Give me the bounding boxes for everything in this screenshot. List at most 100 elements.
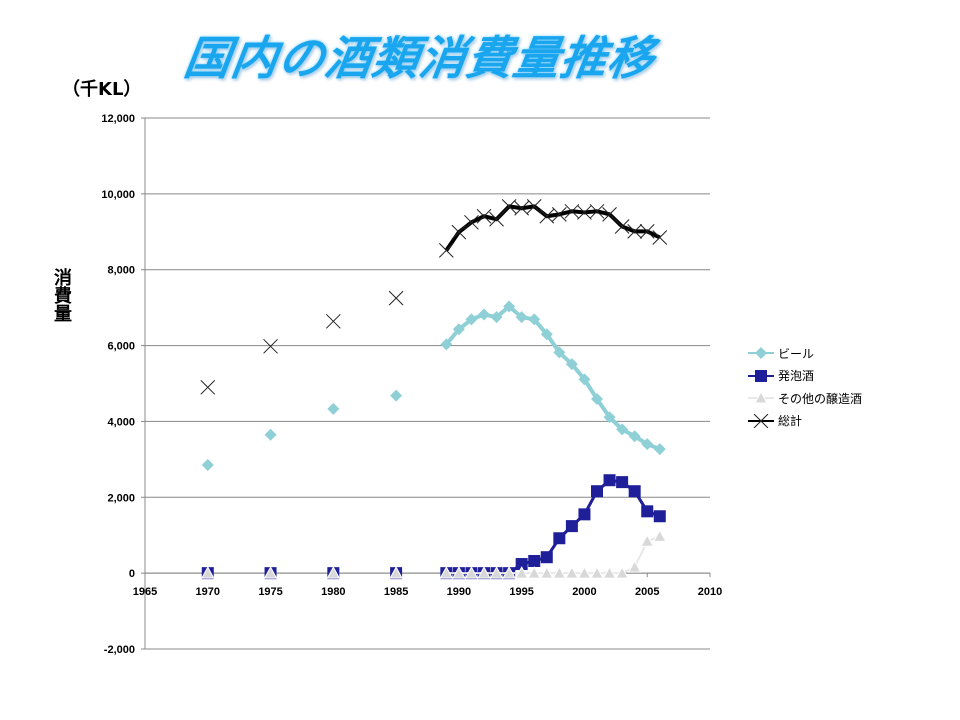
square-marker — [553, 532, 566, 545]
triangle-marker — [502, 566, 516, 579]
legend-label: 発泡酒 — [778, 369, 815, 384]
triangle-marker — [565, 566, 579, 579]
diamond-marker — [540, 328, 553, 341]
square-marker — [653, 510, 666, 523]
series-line — [444, 204, 661, 252]
triangle-marker — [627, 560, 642, 573]
triangle-marker — [389, 566, 403, 579]
diamond-marker — [490, 311, 503, 324]
triangle-marker — [602, 566, 617, 579]
diamond-marker — [264, 428, 277, 441]
diamond-marker — [515, 311, 528, 324]
x-tick-label: 1970 — [196, 586, 220, 598]
diamond-marker — [616, 423, 629, 436]
unit-label: （千KL） — [62, 79, 142, 100]
square-marker — [616, 476, 629, 489]
diamond-marker — [591, 393, 603, 406]
triangle-marker — [263, 566, 278, 579]
legend-item: 総計 — [748, 410, 862, 433]
diamond-marker — [390, 389, 403, 402]
x-marker — [564, 203, 580, 219]
diamond-marker — [628, 430, 641, 443]
triangle-marker — [552, 566, 567, 579]
diamond-marker — [755, 347, 767, 360]
square-marker — [641, 505, 654, 518]
triangle-marker — [200, 566, 215, 579]
x-tick-label: 1990 — [447, 586, 471, 598]
triangle-marker — [489, 566, 504, 579]
diamond-marker — [603, 411, 616, 424]
x-marker — [753, 413, 769, 428]
series-x — [200, 199, 668, 395]
legend-label: 総計 — [778, 414, 803, 429]
triangle-marker — [452, 566, 466, 579]
y-tick-label: 4,000 — [107, 416, 135, 428]
x-tick-label: 2000 — [572, 586, 596, 598]
triangle-marker — [514, 566, 529, 579]
legend-square-icon — [748, 369, 774, 382]
y-tick-label: 8,000 — [107, 265, 135, 277]
triangle-marker — [640, 534, 655, 547]
x-marker — [501, 199, 517, 214]
triangle-marker — [477, 566, 491, 579]
diamond-marker — [653, 443, 666, 456]
triangle-marker — [439, 566, 454, 579]
x-marker — [489, 211, 504, 227]
diamond-marker — [553, 346, 566, 359]
y-tick-label: 12,000 — [101, 113, 135, 125]
x-marker — [614, 219, 630, 234]
legend-label: ビール — [778, 346, 815, 361]
legend-label: その他の醸造酒 — [778, 391, 863, 406]
x-marker — [464, 214, 479, 230]
triangle-marker — [577, 566, 592, 579]
x-marker — [526, 199, 542, 214]
x-tick-label: 1965 — [133, 586, 157, 598]
legend-item: ビール — [748, 342, 862, 365]
x-marker — [476, 208, 492, 224]
triangle-marker — [615, 566, 629, 579]
square-marker — [565, 520, 578, 533]
y-axis-label: 消費量 — [51, 268, 72, 322]
square-marker — [591, 485, 603, 498]
series-line — [444, 304, 661, 451]
triangle-marker — [590, 566, 604, 579]
diamond-marker — [641, 438, 654, 451]
triangle-marker — [539, 566, 554, 579]
square-marker — [755, 369, 767, 382]
y-tick-label: 0 — [129, 568, 135, 580]
square-marker — [628, 485, 641, 498]
x-marker — [451, 224, 467, 240]
triangle-marker — [464, 566, 479, 579]
x-marker — [388, 290, 404, 306]
diamond-marker — [440, 338, 453, 351]
x-tick-label: 1995 — [509, 586, 533, 598]
diamond-marker — [503, 300, 516, 313]
series-triangle — [200, 529, 667, 579]
x-marker — [539, 208, 555, 224]
legend: ビール発泡酒その他の醸造酒 総計 — [748, 342, 862, 432]
y-tick-label: 2,000 — [107, 492, 135, 504]
diamond-marker — [578, 373, 591, 386]
x-marker — [627, 224, 643, 239]
legend-item: その他の醸造酒 — [748, 387, 862, 410]
series-square — [201, 474, 666, 580]
diamond-marker — [201, 459, 214, 472]
legend-triangle-icon — [748, 391, 774, 404]
x-marker — [514, 200, 530, 216]
x-tick-label: 1980 — [321, 586, 345, 598]
diamond-marker — [452, 323, 465, 336]
x-marker — [589, 203, 605, 219]
square-marker — [515, 558, 528, 571]
legend-item: 発泡酒 — [748, 365, 862, 388]
x-tick-label: 2005 — [635, 586, 659, 598]
x-tick-label: 1975 — [258, 586, 282, 598]
x-tick-label: 1985 — [384, 586, 408, 598]
x-marker — [438, 243, 454, 258]
x-tick-label: 2010 — [698, 586, 722, 598]
triangle-marker — [326, 566, 341, 579]
y-tick-label: -2,000 — [104, 644, 135, 656]
triangle-marker — [754, 391, 768, 404]
diamond-marker — [327, 402, 340, 415]
